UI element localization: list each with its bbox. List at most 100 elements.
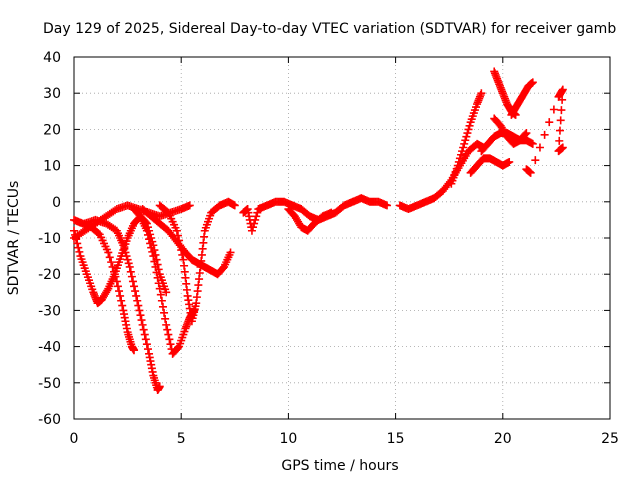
x-tick-label: 20 (494, 431, 512, 447)
data-point (535, 143, 544, 152)
data-point (252, 212, 261, 221)
data-point (162, 320, 171, 329)
data-point (74, 243, 83, 252)
data-point (455, 154, 464, 163)
data-point (230, 201, 239, 210)
data-point (148, 247, 157, 256)
series-sat-g (70, 201, 194, 242)
y-tick-label: -40 (38, 340, 61, 356)
data-point (133, 296, 142, 305)
data-point (247, 226, 256, 235)
series-sat-k (447, 89, 486, 188)
data-point (142, 226, 151, 235)
data-point (155, 284, 164, 293)
data-point (528, 139, 537, 148)
y-tick-label: -60 (38, 412, 61, 428)
data-point (226, 248, 235, 257)
data-point (458, 147, 467, 156)
data-point (145, 235, 154, 244)
data-point (130, 282, 139, 291)
data-point (117, 296, 126, 305)
data-point (251, 215, 260, 224)
data-point (119, 241, 128, 250)
data-point (522, 129, 531, 138)
series-sat-m (507, 78, 537, 119)
data-point (531, 156, 540, 165)
data-point (123, 255, 132, 264)
data-point (327, 208, 336, 217)
data-point (134, 301, 143, 310)
data-point (156, 290, 165, 299)
data-point (153, 273, 162, 282)
data-point (549, 105, 558, 114)
data-point (545, 118, 554, 127)
x-tick-label: 0 (70, 431, 79, 447)
data-point (454, 157, 463, 166)
data-points (70, 67, 567, 395)
data-point (122, 252, 131, 261)
data-point (555, 126, 564, 135)
data-point (250, 219, 259, 228)
y-tick-label: -20 (38, 267, 61, 283)
data-point (143, 230, 152, 239)
y-tick-label: 40 (43, 50, 61, 66)
data-point (147, 243, 156, 252)
data-point (142, 340, 151, 349)
data-point (558, 85, 567, 94)
data-point (149, 252, 158, 261)
data-point (138, 320, 147, 329)
y-tick-label: -10 (38, 231, 61, 247)
data-point (163, 325, 172, 334)
data-point (116, 291, 125, 300)
x-tick-label: 10 (279, 431, 297, 447)
series-sat-f (155, 197, 239, 326)
data-point (105, 253, 114, 262)
series-sat-p (490, 114, 531, 148)
data-point (131, 287, 140, 296)
data-point (107, 258, 116, 267)
data-point (177, 246, 186, 255)
data-point (137, 316, 146, 325)
data-point (165, 335, 174, 344)
data-point (108, 262, 117, 271)
chart-title: Day 129 of 2025, Sidereal Day-to-day VTE… (43, 21, 616, 37)
data-point (139, 325, 148, 334)
series-sat-q (522, 85, 567, 177)
y-tick-label: -30 (38, 303, 61, 319)
y-tick-label: 0 (52, 195, 61, 211)
data-point (172, 226, 181, 235)
data-point (111, 206, 120, 215)
data-point (477, 89, 486, 98)
data-point (464, 125, 473, 134)
data-point (505, 157, 514, 166)
data-point (132, 291, 141, 300)
data-point (157, 296, 166, 305)
x-axis-label: GPS time / hours (281, 458, 398, 474)
data-point (463, 129, 472, 138)
data-point (127, 272, 136, 281)
data-point (556, 116, 565, 125)
data-point (121, 248, 130, 257)
data-point (125, 262, 134, 271)
data-point (173, 231, 182, 240)
data-point (557, 106, 566, 115)
data-point (162, 288, 171, 297)
data-point (555, 136, 564, 145)
data-point (166, 340, 175, 349)
data-point (154, 279, 163, 288)
data-point (540, 130, 549, 139)
data-point (150, 257, 159, 266)
data-point (558, 95, 567, 104)
y-tick-label: 20 (43, 122, 61, 138)
data-point (118, 301, 127, 310)
data-point (253, 208, 262, 217)
data-point (460, 139, 469, 148)
data-point (155, 382, 164, 391)
data-point (383, 201, 392, 210)
grid (74, 57, 610, 419)
data-point (75, 247, 84, 256)
data-point (185, 201, 194, 210)
series-sat-h (239, 194, 392, 235)
data-point (160, 308, 169, 317)
